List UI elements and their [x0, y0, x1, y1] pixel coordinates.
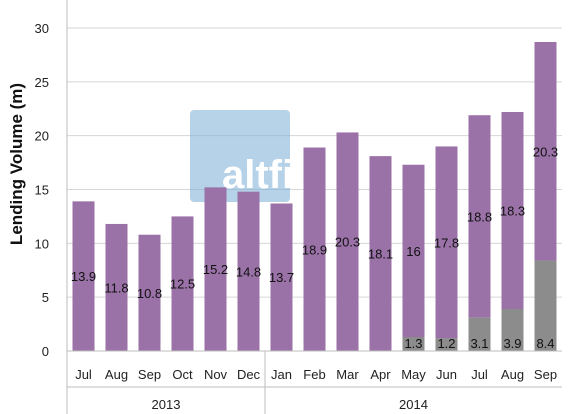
y-tick-label: 20: [35, 129, 49, 144]
data-label: 1.3: [404, 336, 422, 351]
x-tick-label: Jul: [471, 367, 488, 382]
data-label: 3.9: [503, 336, 521, 351]
bar-segment-purple: [468, 115, 491, 318]
bar-segment-purple: [402, 164, 425, 338]
bar-segment-purple: [171, 216, 194, 351]
y-tick-label: 25: [35, 75, 49, 90]
y-tick-label: 5: [42, 290, 49, 305]
data-label: 13.9: [71, 269, 96, 284]
data-label: 18.8: [467, 209, 492, 224]
y-tick-label: 15: [35, 183, 49, 198]
bar-segment-purple: [204, 187, 227, 351]
x-tick-label: Dec: [237, 367, 261, 382]
data-label: 18.1: [368, 247, 393, 262]
bar-segment-purple: [270, 203, 293, 351]
watermark-logo-box: [190, 110, 290, 202]
x-tick-label: Sep: [534, 367, 557, 382]
y-axis-label: Lending Volume (m): [7, 83, 26, 245]
y-tick-label: 30: [35, 21, 49, 36]
x-tick-label: Jul: [75, 367, 92, 382]
bar-segment-purple: [237, 191, 260, 351]
data-label: 18.3: [500, 203, 525, 218]
bar-segment-grey: [402, 337, 425, 351]
data-label: 18.9: [302, 242, 327, 257]
axes: 0 5 10 15 20 25 30 Jul Aug Sep Oct Nov Dec Jan Feb Mar A…: [35, 0, 562, 414]
bar-segment-grey: [435, 338, 458, 351]
x-tick-label: Aug: [501, 367, 524, 382]
bar-segment-purple: [105, 223, 128, 351]
x-tick-label: Apr: [370, 367, 391, 382]
bar-segment-grey: [534, 260, 557, 351]
x-tick-label: Nov: [204, 367, 228, 382]
data-label: 12.5: [170, 277, 195, 292]
bar-segment-grey: [501, 309, 524, 351]
bar-segment-grey: [468, 317, 491, 351]
x-tick-label: May: [401, 367, 426, 382]
x-tick-label: Aug: [105, 367, 128, 382]
group-label: 2014: [399, 397, 428, 412]
x-tick-label: Mar: [336, 367, 359, 382]
bar-segment-purple: [534, 41, 557, 261]
x-tick-label: Oct: [172, 367, 193, 382]
bar-segment-purple: [501, 111, 524, 310]
bar-segment-purple: [435, 146, 458, 339]
bars: 13.9 11.8 10.8 12.5 15.2 14.8 13.7 18.9 20.3 18.1…: [71, 41, 558, 351]
group-label: 2013: [152, 397, 181, 412]
data-label: 3.1: [470, 336, 488, 351]
data-label: 1.2: [437, 336, 455, 351]
x-tick-label: Sep: [138, 367, 161, 382]
x-tick-label: Feb: [303, 367, 325, 382]
data-label: 10.8: [137, 286, 162, 301]
bar-segment-purple: [369, 156, 392, 351]
y-tick-label: 0: [42, 344, 49, 359]
y-tick-label: 10: [35, 236, 49, 251]
x-tick-label: Jan: [271, 367, 292, 382]
data-label: 11.8: [104, 280, 128, 295]
bar-segment-purple: [138, 234, 161, 351]
bar-segment-purple: [336, 132, 359, 351]
x-tick-label: Jun: [436, 367, 457, 382]
data-label: 15.2: [203, 262, 228, 277]
data-label: 17.8: [434, 235, 459, 250]
data-label: 16: [406, 244, 420, 259]
data-label: 20.3: [533, 144, 558, 159]
data-label: 13.7: [269, 270, 294, 285]
data-label: 14.8: [236, 264, 261, 279]
bar-segment-purple: [72, 201, 95, 351]
bar-segment-purple: [303, 147, 326, 351]
data-label: 8.4: [536, 336, 554, 351]
data-label: 20.3: [335, 235, 360, 250]
